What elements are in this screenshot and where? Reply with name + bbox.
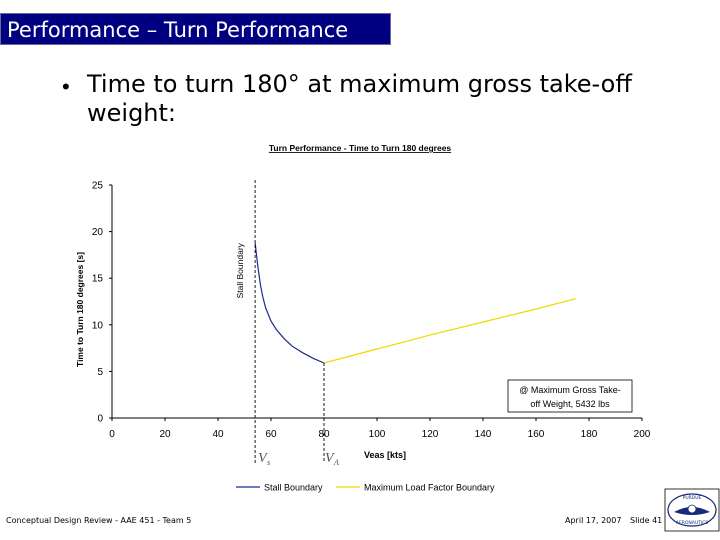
y-tick-label: 25 <box>92 181 104 192</box>
weight-annotation-line1: @ Maximum Gross Take- <box>519 385 621 395</box>
va-subscript: A <box>333 458 339 467</box>
bullet-text: Time to turn 180° at maximum gross take-… <box>87 70 632 127</box>
max-load-factor-line <box>323 298 576 364</box>
vs-label: V <box>258 451 268 466</box>
vs-subscript: s <box>267 458 270 467</box>
x-tick-label: 140 <box>475 429 492 440</box>
legend: Stall Boundary Maximum Load Factor Bounda… <box>236 483 495 493</box>
legend-label-stall: Stall Boundary <box>264 483 323 493</box>
y-tick-label: 5 <box>97 367 103 378</box>
stall-boundary-annotation: Stall Boundary <box>235 242 245 298</box>
footer-course: Conceptual Design Review - AAE 451 - Tea… <box>6 516 192 525</box>
team-logo-icon: PURDUE AERONAUTICS <box>664 488 720 532</box>
footer-date: April 17, 2007 <box>565 516 622 525</box>
x-axis-label: Veas [kts] <box>364 450 406 460</box>
y-tick-label: 20 <box>92 227 104 238</box>
x-tick-label: 200 <box>634 429 651 440</box>
x-tick-label: 0 <box>109 429 115 440</box>
x-tick-label: 40 <box>212 429 224 440</box>
bullet-dot: • <box>62 74 70 99</box>
y-tick-label: 10 <box>92 320 104 331</box>
weight-annotation-box <box>507 379 633 413</box>
x-tick-label: 120 <box>422 429 439 440</box>
footer-slide-number: Slide 41 <box>630 516 663 525</box>
chart-title: Turn Performance - Time to Turn 180 degr… <box>269 143 452 153</box>
legend-label-max-load: Maximum Load Factor Boundary <box>364 483 495 493</box>
x-tick-label: 100 <box>369 429 386 440</box>
logo-bottom-text: AERONAUTICS <box>676 520 709 526</box>
stall-boundary-line <box>254 242 325 364</box>
weight-annotation-line2: off Weight, 5432 lbs <box>530 399 610 409</box>
logo-top-text: PURDUE <box>683 495 702 501</box>
y-tick-label: 0 <box>97 414 103 425</box>
slide-title: Performance – Turn Performance <box>7 18 349 42</box>
x-tick-label: 180 <box>581 429 598 440</box>
x-tick-label: 60 <box>265 429 277 440</box>
y-tick-label: 15 <box>92 274 104 285</box>
y-axis-label: Time to Turn 180 degrees [s] <box>75 252 85 367</box>
x-tick-label: 160 <box>528 429 545 440</box>
va-label: V <box>325 451 335 466</box>
title-bar: Performance – Turn Performance <box>0 13 391 45</box>
x-tick-label: 20 <box>159 429 171 440</box>
series-layer <box>254 242 576 364</box>
